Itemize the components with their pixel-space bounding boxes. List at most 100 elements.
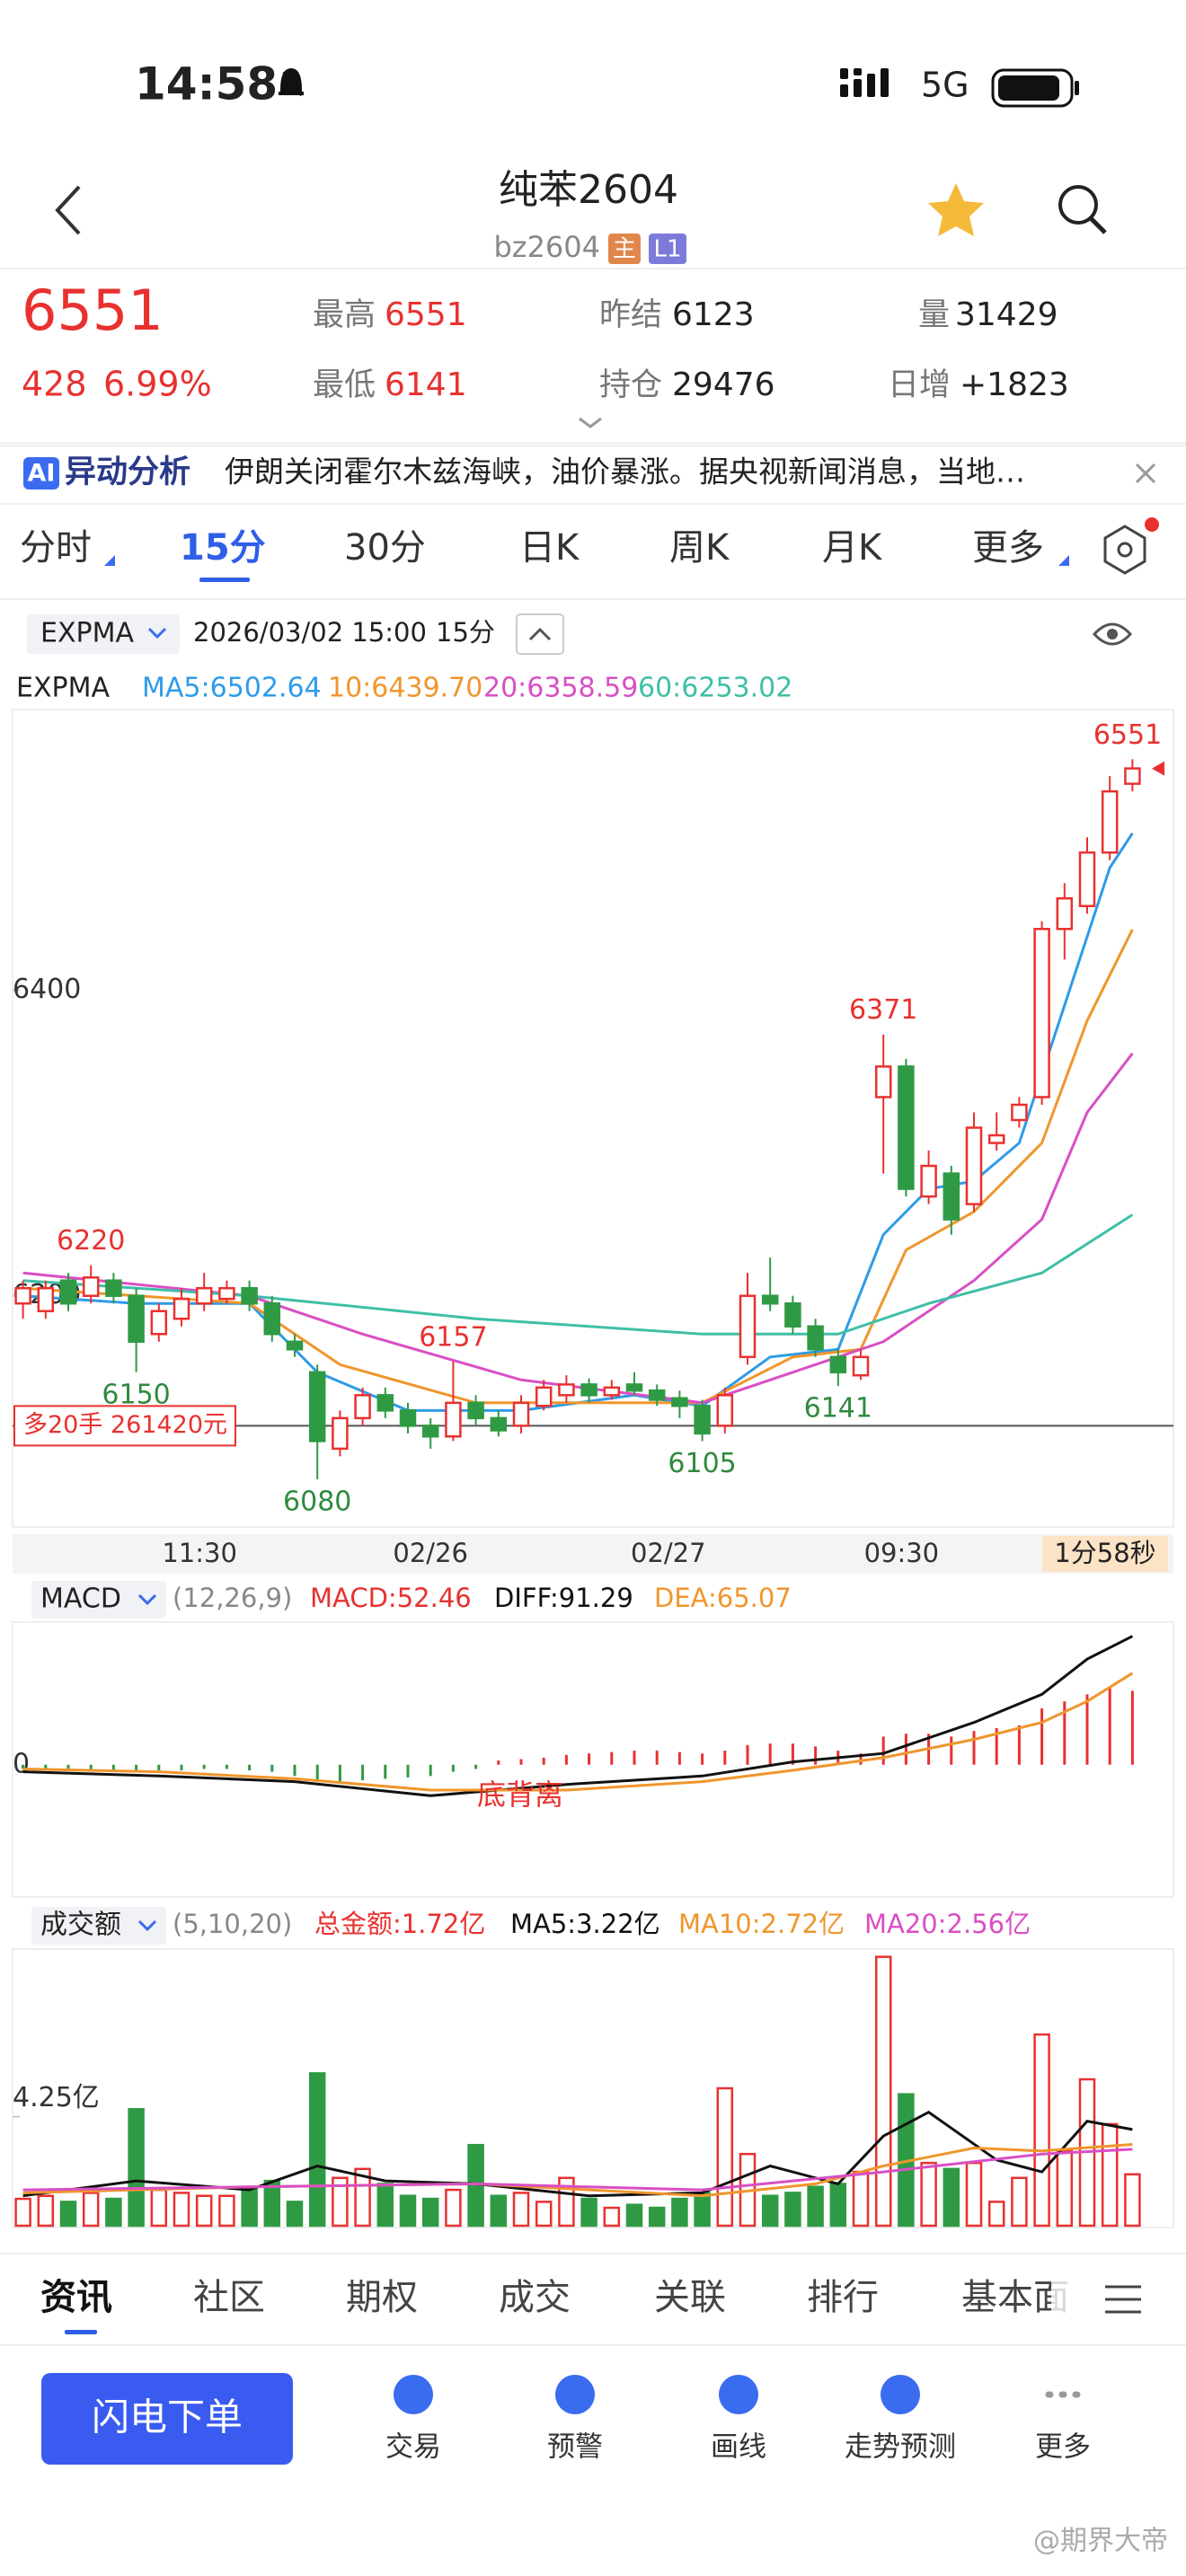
action-icon[interactable]: [881, 2375, 920, 2414]
macd-name: MACD: [40, 1584, 121, 1615]
candle-body: [195, 1286, 213, 1305]
position-box: [13, 1405, 236, 1447]
x-tick-label: 09:30: [864, 1538, 940, 1568]
info-tab[interactable]: 关联: [654, 2277, 726, 2318]
stat-label: 日增: [888, 367, 951, 403]
indicator-line: [22, 2110, 1133, 2198]
volume-bar: [173, 2192, 190, 2228]
legend-item: DIFF:91.29: [494, 1583, 633, 1613]
legend-item: 60:6253.02: [638, 673, 792, 704]
stat-value: +1823: [960, 366, 1069, 403]
volume-bar: [59, 2201, 77, 2228]
menu-button[interactable]: [1105, 2285, 1141, 2314]
action-label[interactable]: 预警: [547, 2431, 603, 2464]
action-icon[interactable]: [394, 2375, 433, 2414]
volume-bar: [512, 2192, 530, 2228]
candle-body: [82, 1276, 100, 1297]
title: 纯苯2604: [499, 167, 678, 213]
candle-body: [648, 1389, 666, 1401]
collapse-button[interactable]: [516, 613, 564, 655]
volume-bar: [671, 2197, 688, 2228]
dropdown-arrow: [147, 627, 167, 640]
legend-title: EXPMA: [16, 673, 110, 704]
search-button[interactable]: [1058, 185, 1098, 225]
action-icon[interactable]: [719, 2375, 758, 2414]
period-tab[interactable]: 日K: [519, 527, 580, 569]
volume-bar: [150, 2188, 168, 2228]
news-text[interactable]: 伊朗关闭霍尔木兹海峡，油价暴涨。据央视新闻消息，当地…: [225, 454, 1025, 490]
chart-settings-inner: [1117, 542, 1133, 558]
period-tab[interactable]: 15分: [180, 527, 266, 569]
macd-select[interactable]: [31, 1581, 166, 1619]
info-tab[interactable]: 成交: [499, 2277, 571, 2318]
period-tab[interactable]: 周K: [669, 527, 730, 569]
volume-bar: [286, 2201, 304, 2228]
period-tabs: 分时 15分 30分 日K 周K 月K 更多: [20, 527, 1069, 582]
expand-arrow[interactable]: [579, 417, 602, 428]
last-price-marker: [1152, 761, 1164, 776]
candle-body: [829, 1355, 847, 1374]
visibility-toggle[interactable]: [1092, 622, 1133, 646]
action-label[interactable]: 画线: [711, 2431, 766, 2464]
volume-bar: [14, 2197, 31, 2228]
clock: 14:58: [135, 58, 278, 110]
period-tab[interactable]: 分时: [20, 527, 92, 569]
info-tab[interactable]: 社区: [193, 2277, 265, 2318]
action-label[interactable]: 交易: [385, 2431, 441, 2464]
candle-body: [898, 1065, 915, 1190]
quote-stats: 最高 6551 昨结 6123 量 31429 最低 6141 持仓 29476 日增 +1823: [313, 296, 1069, 403]
candle-body: [580, 1383, 597, 1397]
action-icon[interactable]: [555, 2375, 595, 2414]
chart-settings[interactable]: [1103, 525, 1146, 575]
candle-body: [784, 1301, 801, 1328]
candle-body: [1056, 896, 1074, 931]
period-tab[interactable]: 更多: [972, 527, 1044, 569]
candle-body: [1033, 928, 1050, 1098]
volume-select[interactable]: [31, 1907, 166, 1945]
back-button[interactable]: [55, 185, 81, 235]
info-tab[interactable]: 资讯: [40, 2277, 112, 2318]
candle-body: [218, 1286, 235, 1301]
favorite-star[interactable]: [928, 183, 984, 236]
collapse-arrow: [528, 627, 552, 641]
volume-bar: [943, 2167, 960, 2228]
news-title[interactable]: 异动分析: [65, 454, 190, 490]
candle-body: [173, 1297, 190, 1320]
indicator-line: [22, 832, 1134, 1412]
period-tab[interactable]: 月K: [822, 527, 883, 569]
legend-item: DEA:65.07: [654, 1583, 792, 1613]
candle-body: [1011, 1103, 1028, 1122]
volume-bar: [852, 2170, 870, 2228]
indicator-line: [22, 1672, 1134, 1792]
info-tab[interactable]: 期权: [346, 2277, 418, 2318]
candle-body: [332, 1416, 349, 1451]
tab-dropdown: [1058, 555, 1069, 566]
extreme-label: 6141: [804, 1393, 872, 1425]
extreme-label: 6150: [102, 1379, 170, 1410]
quick-order-button[interactable]: [41, 2373, 293, 2465]
extreme-label: 6220: [57, 1225, 125, 1257]
volume-bar: [603, 2206, 621, 2228]
volume-bar: [920, 2161, 937, 2228]
close-news[interactable]: [1135, 463, 1156, 484]
indicator-name: EXPMA: [40, 618, 134, 649]
info-tab[interactable]: 排行: [807, 2277, 879, 2318]
battery: [991, 68, 1074, 108]
notice-dot: [1145, 517, 1159, 532]
indicator-select[interactable]: [27, 614, 180, 654]
candle-body: [874, 1065, 892, 1098]
candle-body: [807, 1325, 824, 1351]
volume-bar: [399, 2194, 417, 2228]
volume-bar: [82, 2192, 100, 2228]
action-label[interactable]: 更多: [1035, 2431, 1091, 2464]
badge-main-text: 主: [613, 236, 636, 263]
candle-body: [625, 1383, 643, 1392]
legend-item: MA5:6502.64: [142, 673, 322, 704]
action-label[interactable]: 走势预测: [845, 2431, 956, 2464]
price-panel: [12, 709, 1174, 1528]
volume-bar: [354, 2167, 371, 2228]
period-tab[interactable]: 30分: [344, 527, 426, 569]
volume-bar: [445, 2188, 462, 2228]
stat-value: 6551: [385, 296, 467, 333]
